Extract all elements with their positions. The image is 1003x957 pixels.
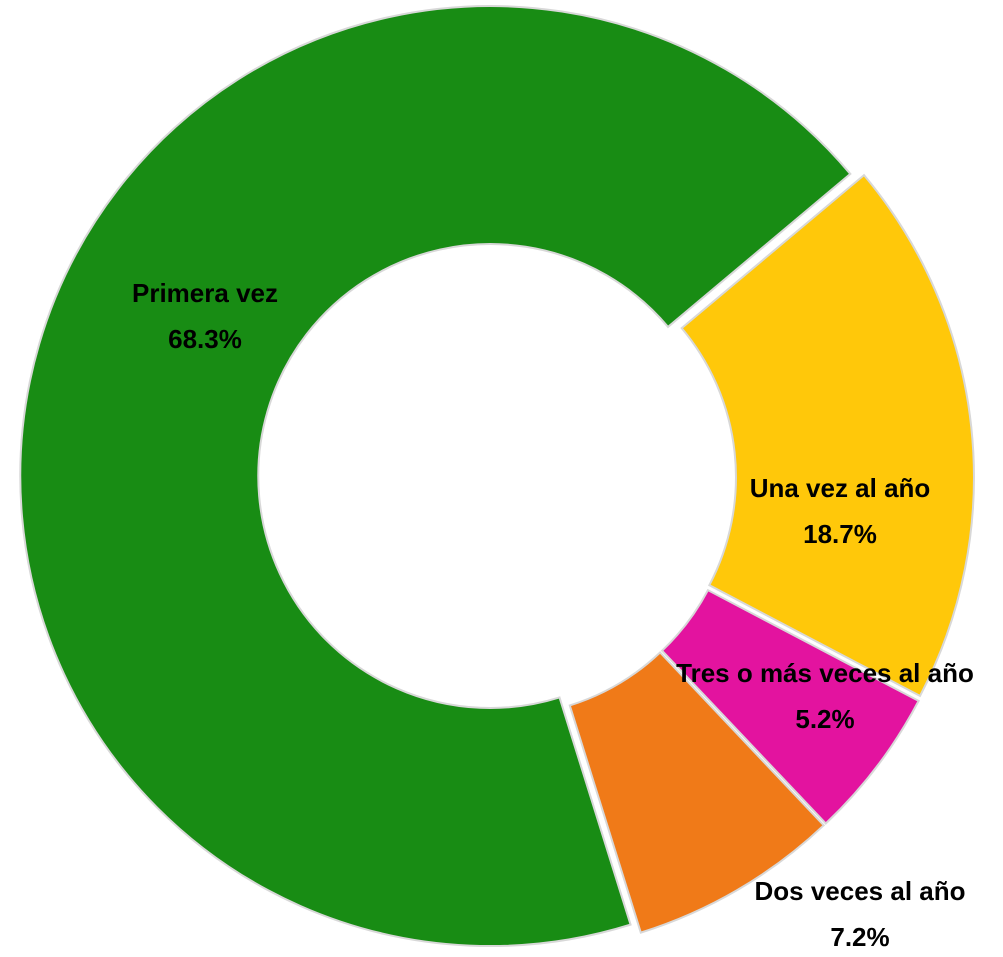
donut-slice — [660, 588, 920, 825]
slice-value: 5.2% — [795, 704, 855, 734]
slice-name: Dos veces al año — [754, 876, 966, 906]
slice-value: 18.7% — [803, 519, 877, 549]
slice-label: Primera vez 68.3% — [5, 270, 405, 362]
slice-name: Primera vez — [132, 278, 278, 308]
donut-slice — [568, 651, 826, 934]
donut-slice — [680, 173, 975, 698]
slice-label: Tres o más veces al año 5.2% — [675, 650, 975, 742]
donut-slice — [19, 5, 852, 948]
slice-name: Tres o más veces al año — [676, 658, 974, 688]
slice-label: Una vez al año 18.7% — [640, 465, 1003, 557]
slice-label: Dos veces al año 7.2% — [660, 868, 1003, 957]
slice-value: 68.3% — [168, 324, 242, 354]
slice-value: 7.2% — [830, 922, 890, 952]
slice-name: Una vez al año — [749, 473, 931, 503]
